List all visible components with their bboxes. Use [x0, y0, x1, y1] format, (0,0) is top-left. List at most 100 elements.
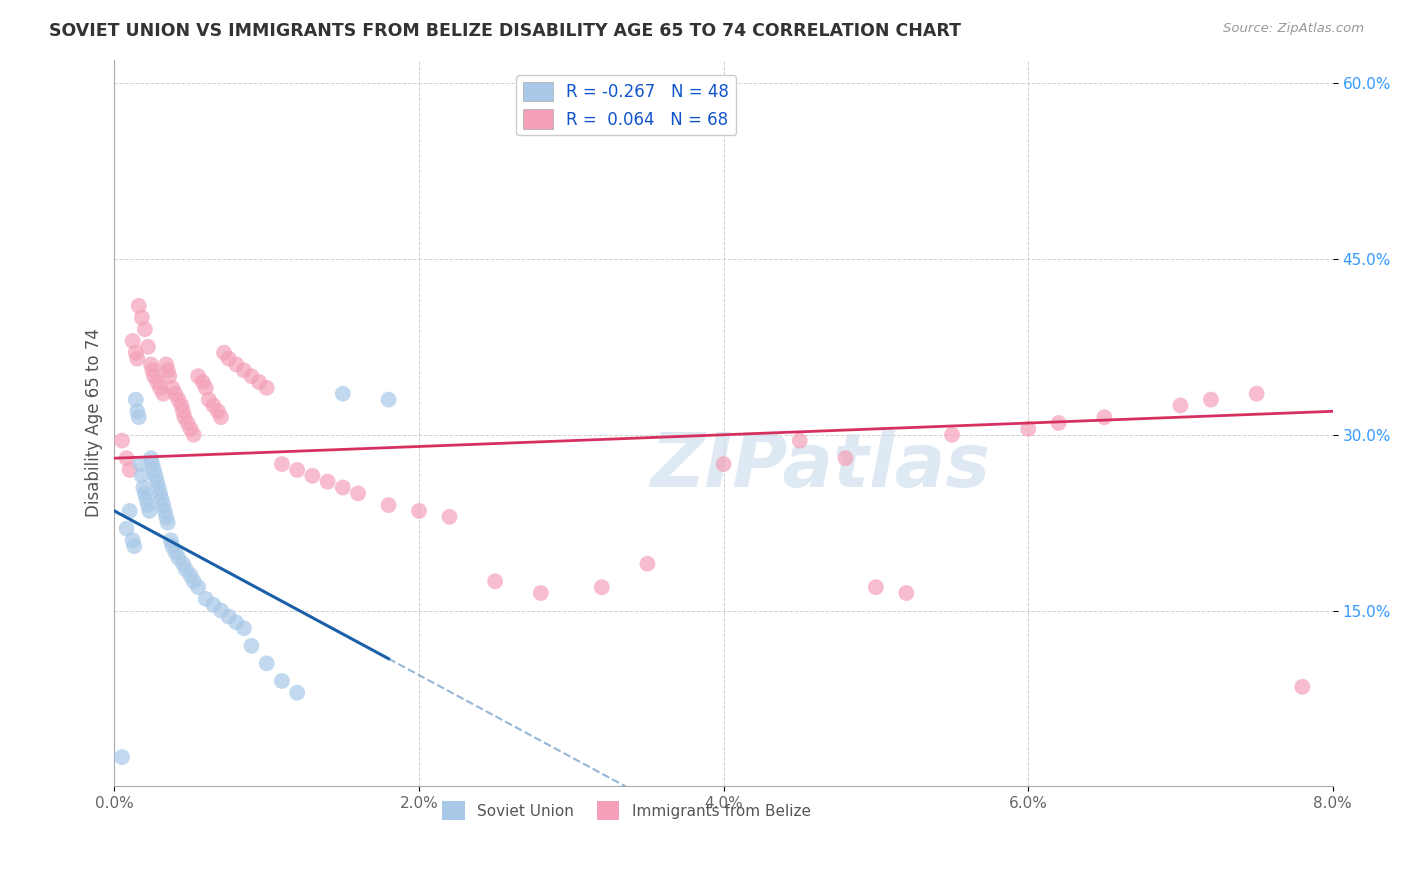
- Point: [152, 498, 174, 512]
- Point: [148, 481, 170, 495]
- Point: [155, 358, 177, 372]
- Point: [247, 375, 270, 389]
- Point: [198, 392, 221, 407]
- Point: [139, 358, 162, 372]
- Text: ZIPatlas: ZIPatlas: [651, 430, 991, 503]
- Point: [194, 591, 217, 606]
- Point: [153, 504, 176, 518]
- Point: [1092, 410, 1115, 425]
- Point: [207, 404, 229, 418]
- Point: [377, 498, 399, 512]
- Point: [155, 509, 177, 524]
- Point: [377, 392, 399, 407]
- Point: [134, 322, 156, 336]
- Point: [194, 381, 217, 395]
- Point: [232, 621, 254, 635]
- Point: [941, 427, 963, 442]
- Point: [162, 381, 184, 395]
- Point: [1047, 416, 1070, 430]
- Point: [134, 486, 156, 500]
- Point: [115, 451, 138, 466]
- Point: [127, 404, 149, 418]
- Point: [713, 457, 735, 471]
- Point: [136, 340, 159, 354]
- Point: [129, 457, 152, 471]
- Legend: Soviet Union, Immigrants from Belize: Soviet Union, Immigrants from Belize: [436, 796, 817, 826]
- Point: [111, 750, 134, 764]
- Point: [180, 422, 202, 436]
- Text: Source: ZipAtlas.com: Source: ZipAtlas.com: [1223, 22, 1364, 36]
- Point: [218, 609, 240, 624]
- Point: [316, 475, 339, 489]
- Point: [1246, 386, 1268, 401]
- Point: [865, 580, 887, 594]
- Point: [332, 481, 354, 495]
- Point: [202, 399, 225, 413]
- Point: [131, 310, 153, 325]
- Point: [118, 504, 141, 518]
- Point: [591, 580, 613, 594]
- Point: [183, 574, 205, 589]
- Point: [285, 463, 308, 477]
- Point: [138, 504, 160, 518]
- Point: [240, 639, 263, 653]
- Point: [127, 351, 149, 366]
- Point: [187, 369, 209, 384]
- Point: [135, 492, 157, 507]
- Point: [162, 539, 184, 553]
- Point: [484, 574, 506, 589]
- Point: [146, 475, 169, 489]
- Y-axis label: Disability Age 65 to 74: Disability Age 65 to 74: [86, 328, 103, 517]
- Point: [159, 533, 181, 548]
- Point: [165, 545, 187, 559]
- Point: [143, 463, 166, 477]
- Point: [636, 557, 658, 571]
- Point: [212, 345, 235, 359]
- Point: [165, 386, 187, 401]
- Point: [139, 451, 162, 466]
- Point: [530, 586, 553, 600]
- Point: [180, 568, 202, 582]
- Point: [183, 427, 205, 442]
- Point: [115, 522, 138, 536]
- Point: [191, 375, 214, 389]
- Point: [121, 533, 143, 548]
- Point: [256, 381, 278, 395]
- Point: [143, 369, 166, 384]
- Point: [111, 434, 134, 448]
- Point: [150, 492, 173, 507]
- Point: [271, 673, 294, 688]
- Point: [1017, 422, 1039, 436]
- Point: [152, 386, 174, 401]
- Point: [218, 351, 240, 366]
- Point: [271, 457, 294, 471]
- Point: [136, 498, 159, 512]
- Point: [141, 457, 163, 471]
- Point: [122, 539, 145, 553]
- Point: [256, 657, 278, 671]
- Point: [232, 363, 254, 377]
- Point: [408, 504, 430, 518]
- Point: [332, 386, 354, 401]
- Point: [132, 481, 155, 495]
- Point: [128, 299, 150, 313]
- Point: [118, 463, 141, 477]
- Point: [156, 516, 179, 530]
- Point: [209, 410, 232, 425]
- Point: [146, 375, 169, 389]
- Point: [1291, 680, 1313, 694]
- Point: [439, 509, 461, 524]
- Point: [209, 604, 232, 618]
- Point: [896, 586, 918, 600]
- Point: [1199, 392, 1222, 407]
- Point: [131, 468, 153, 483]
- Point: [174, 563, 197, 577]
- Point: [202, 598, 225, 612]
- Point: [125, 392, 148, 407]
- Point: [167, 550, 190, 565]
- Point: [121, 334, 143, 348]
- Point: [149, 381, 172, 395]
- Point: [834, 451, 856, 466]
- Point: [347, 486, 370, 500]
- Point: [225, 358, 247, 372]
